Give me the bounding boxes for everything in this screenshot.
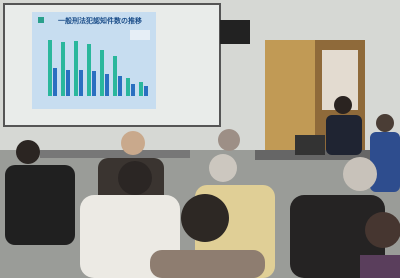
- speaker-box: [220, 20, 250, 44]
- slide-icon: [38, 17, 44, 23]
- meeting-photo: 一般刑法犯認知件数の推移: [0, 0, 400, 278]
- slide-legend: [130, 30, 150, 40]
- audience-head: [118, 161, 152, 195]
- presenter-head: [334, 96, 352, 114]
- desk: [40, 150, 190, 158]
- audience-head: [121, 131, 145, 155]
- audience-head: [218, 129, 240, 151]
- audience-head: [365, 212, 400, 248]
- audience-body: [360, 255, 400, 278]
- door: [265, 40, 315, 150]
- audience-head: [181, 194, 229, 242]
- audience-body: [5, 165, 75, 245]
- laptop: [295, 135, 325, 155]
- audience-body: [150, 250, 265, 278]
- slide-title: 一般刑法犯認知件数の推移: [58, 16, 142, 25]
- audience-head: [343, 157, 377, 191]
- audience-head: [16, 140, 40, 164]
- audience-head: [209, 154, 237, 182]
- presenter-body: [326, 115, 362, 155]
- person-body: [370, 132, 400, 192]
- person-head: [376, 114, 394, 132]
- page: {"slide": {"title": "一般刑法犯認知件数の推移"}} 一般刑…: [0, 0, 400, 278]
